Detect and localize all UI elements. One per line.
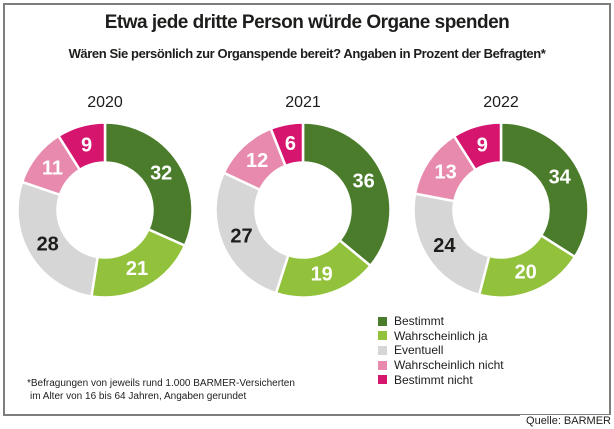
legend-label: Bestimmt nicht (394, 372, 473, 387)
donut-svg-2022: 34 20 24 13 9 (412, 121, 590, 299)
segment-value-label: 13 (434, 161, 456, 183)
segment-value-label: 12 (246, 150, 268, 172)
donut-segment-2021-eventuell (214, 171, 290, 295)
legend: Bestimmt Wahrscheinlich ja Eventuell Wahrsc… (378, 314, 504, 387)
legend-item-wahrscheinlich-ja: Wahrscheinlich ja (378, 329, 504, 344)
segment-value-label: 20 (515, 261, 537, 283)
segment-value-label: 28 (37, 234, 59, 256)
legend-swatch-icon (378, 375, 387, 385)
legend-label: Bestimmt (394, 314, 445, 329)
legend-item-bestimmt-nicht: Bestimmt nicht (378, 372, 504, 387)
legend-swatch-icon (378, 331, 387, 341)
segment-value-label: 32 (150, 163, 172, 185)
year-label-2022: 2022 (483, 94, 519, 111)
footnote-line-1: *Befragungen von jeweils rund 1.000 BARM… (27, 378, 295, 389)
donut-segment-2022-bestimmt-nicht (452, 121, 503, 172)
donut-segment-2021-bestimmt-nicht (269, 121, 305, 168)
donut-svg-2021: 36 19 27 12 6 (214, 121, 392, 299)
segment-value-label: 24 (433, 235, 456, 257)
donut-chart-2021: 36 19 27 12 6 (211, 118, 395, 302)
donut-svg-2020: 32 21 28 11 9 (16, 121, 194, 299)
year-label-2020: 2020 (87, 94, 123, 111)
legend-swatch-icon (378, 316, 387, 326)
donut-segment-2020-bestimmt (103, 121, 194, 248)
segment-value-label: 27 (230, 226, 252, 248)
segment-value-label: 9 (477, 135, 488, 157)
segment-value-label: 6 (285, 133, 296, 155)
segment-value-label: 21 (126, 258, 148, 280)
donut-segment-2021-bestimmt (301, 121, 392, 268)
segment-value-label: 11 (42, 158, 63, 180)
segment-value-label: 9 (81, 135, 92, 157)
legend-label: Wahrscheinlich nicht (394, 358, 504, 373)
legend-item-bestimmt: Bestimmt (378, 314, 504, 329)
footnote: *Befragungen von jeweils rund 1.000 BARM… (27, 377, 295, 403)
segment-value-label: 19 (311, 263, 333, 285)
donut-chart-2022: 34 20 24 13 9 (409, 118, 593, 302)
legend-item-wahrscheinlich-nicht: Wahrscheinlich nicht (378, 358, 504, 373)
segment-value-label: 34 (549, 167, 572, 189)
donut-segment-2020-eventuell (16, 180, 100, 298)
chart-title: Etwa jede dritte Person würde Organe spe… (104, 12, 510, 33)
footnote-line-2: im Alter von 16 bis 64 Jahren, Angaben g… (30, 391, 247, 402)
legend-label: Wahrscheinlich ja (394, 328, 488, 343)
legend-item-eventuell: Eventuell (378, 343, 504, 358)
legend-swatch-icon (378, 345, 387, 355)
year-label-2021: 2021 (285, 94, 321, 111)
legend-swatch-icon (378, 360, 387, 370)
donut-segment-2020-bestimmt-nicht (56, 121, 107, 172)
legend-label: Eventuell (394, 343, 444, 358)
donut-segment-2022-bestimmt (499, 121, 590, 259)
chart-subtitle: Wären Sie persönlich zur Organspende ber… (68, 46, 546, 61)
segment-value-label: 36 (352, 171, 374, 193)
source-credit: Quelle: BARMER (520, 415, 611, 427)
donut-chart-2020: 32 21 28 11 9 (13, 118, 197, 302)
